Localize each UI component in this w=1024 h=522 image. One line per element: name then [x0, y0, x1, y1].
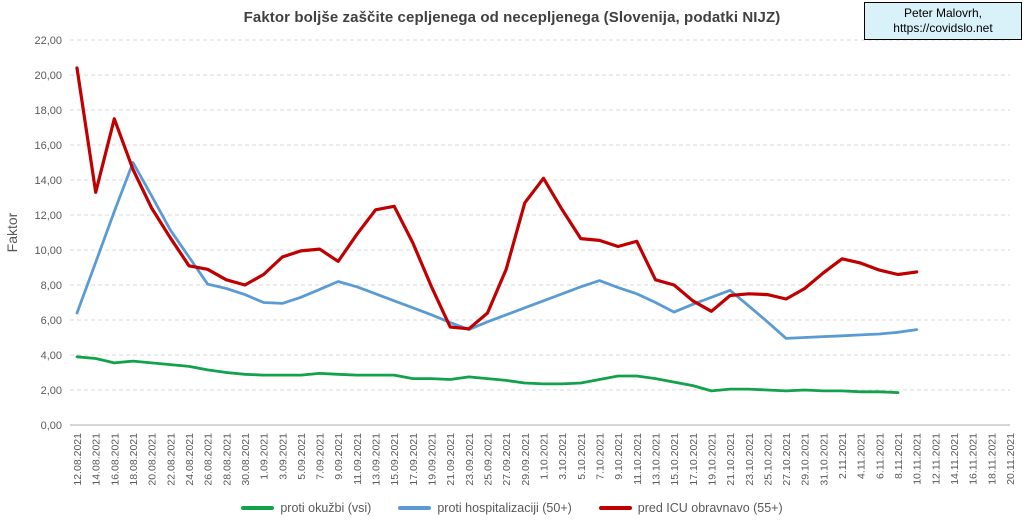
legend-item-proti-okuzbi: proti okužbi (vsi) — [241, 501, 371, 515]
svg-text:9.09.2021: 9.09.2021 — [333, 433, 345, 480]
svg-text:19.09.2021: 19.09.2021 — [427, 433, 439, 486]
svg-text:11.10.2021: 11.10.2021 — [632, 433, 644, 485]
svg-text:2,00: 2,00 — [41, 385, 62, 397]
svg-text:21.10.2021: 21.10.2021 — [725, 433, 737, 486]
svg-text:31.10.2021: 31.10.2021 — [818, 433, 830, 486]
svg-text:22.08.2021: 22.08.2021 — [165, 433, 177, 486]
svg-text:22,00: 22,00 — [34, 35, 62, 47]
svg-text:11.09.2021: 11.09.2021 — [352, 433, 364, 485]
svg-text:23.09.2021: 23.09.2021 — [464, 433, 476, 486]
svg-text:14.11.2021: 14.11.2021 — [949, 433, 961, 485]
svg-text:16.11.2021: 16.11.2021 — [968, 433, 980, 485]
line-chart-plot-area: 0,00 2,00 4,00 6,00 8,00 10,00 12,00 14,00 16,00… — [4, 35, 1017, 486]
svg-text:3.10.2021: 3.10.2021 — [557, 433, 569, 480]
svg-text:20.11.2021: 20.11.2021 — [1005, 433, 1017, 485]
svg-text:12.11.2021: 12.11.2021 — [930, 433, 942, 485]
svg-text:23.10.2021: 23.10.2021 — [744, 433, 756, 486]
svg-text:4.11.2021: 4.11.2021 — [856, 433, 868, 479]
svg-text:0,00: 0,00 — [41, 420, 62, 432]
svg-text:25.10.2021: 25.10.2021 — [762, 433, 774, 486]
svg-text:26.08.2021: 26.08.2021 — [203, 433, 215, 486]
y-axis-tick-labels: 0,00 2,00 4,00 6,00 8,00 10,00 12,00 14,00 16,00… — [34, 35, 62, 432]
chart-title: Faktor boljše zaščite cepljenega od nece… — [243, 9, 781, 26]
svg-text:30.08.2021: 30.08.2021 — [240, 433, 252, 486]
series-line-1 — [75, 161, 919, 340]
svg-text:10,00: 10,00 — [34, 245, 62, 257]
svg-text:17.10.2021: 17.10.2021 — [688, 433, 700, 486]
svg-text:17.09.2021: 17.09.2021 — [408, 433, 420, 486]
svg-text:24.08.2021: 24.08.2021 — [184, 433, 196, 486]
svg-text:16.08.2021: 16.08.2021 — [109, 433, 121, 486]
svg-text:18.08.2021: 18.08.2021 — [128, 433, 140, 486]
legend-label: proti hospitalizaciji (50+) — [437, 501, 572, 515]
svg-text:16,00: 16,00 — [34, 140, 62, 152]
legend: proti okužbi (vsi) proti hospitalizaciji… — [0, 499, 1024, 517]
svg-text:14,00: 14,00 — [34, 175, 62, 187]
svg-text:8,00: 8,00 — [41, 280, 62, 292]
svg-text:4,00: 4,00 — [41, 350, 62, 362]
credit-author: Peter Malovrh, — [903, 6, 983, 20]
svg-text:7.09.2021: 7.09.2021 — [315, 433, 327, 480]
svg-text:18.11.2021: 18.11.2021 — [986, 433, 998, 485]
svg-text:15.10.2021: 15.10.2021 — [669, 433, 681, 486]
svg-text:12,00: 12,00 — [34, 210, 62, 222]
series-line-2 — [75, 66, 919, 331]
x-axis-tick-labels: 12.08.2021 14.08.2021 16.08.2021 18.08.2021… — [72, 433, 1017, 486]
svg-text:1.10.2021: 1.10.2021 — [539, 433, 551, 480]
svg-text:14.08.2021: 14.08.2021 — [91, 433, 103, 486]
svg-text:27.10.2021: 27.10.2021 — [781, 433, 793, 486]
svg-text:6,00: 6,00 — [41, 315, 62, 327]
credit-url: https://covidslo.net — [893, 21, 993, 35]
svg-text:27.09.2021: 27.09.2021 — [501, 433, 513, 486]
series-line-0 — [75, 355, 900, 395]
svg-text:3.09.2021: 3.09.2021 — [277, 433, 289, 480]
svg-text:10.11.2021: 10.11.2021 — [912, 433, 924, 485]
svg-text:2.11.2021: 2.11.2021 — [837, 433, 849, 479]
gridlines — [70, 39, 1010, 426]
svg-text:8.11.2021: 8.11.2021 — [893, 433, 905, 479]
legend-swatch-blue-line-icon — [398, 506, 432, 510]
legend-label: proti okužbi (vsi) — [280, 501, 372, 515]
svg-text:15.09.2021: 15.09.2021 — [389, 433, 401, 486]
svg-text:13.09.2021: 13.09.2021 — [371, 433, 383, 486]
svg-text:13.10.2021: 13.10.2021 — [650, 433, 662, 486]
svg-text:29.09.2021: 29.09.2021 — [520, 433, 532, 486]
svg-text:20.08.2021: 20.08.2021 — [147, 433, 159, 486]
svg-text:7.10.2021: 7.10.2021 — [594, 433, 606, 480]
legend-label: pred ICU obravnavo (55+) — [637, 501, 783, 515]
svg-text:18,00: 18,00 — [34, 105, 62, 117]
legend-swatch-red-line-icon — [598, 506, 632, 510]
y-axis-title: Faktor — [4, 212, 20, 252]
svg-text:20,00: 20,00 — [34, 70, 62, 82]
svg-text:1.09.2021: 1.09.2021 — [259, 433, 271, 480]
credit-box: Peter Malovrh, https://covidslo.net — [864, 2, 1022, 40]
svg-text:9.10.2021: 9.10.2021 — [613, 433, 625, 480]
svg-text:19.10.2021: 19.10.2021 — [706, 433, 718, 486]
svg-text:28.08.2021: 28.08.2021 — [221, 433, 233, 486]
svg-text:29.10.2021: 29.10.2021 — [800, 433, 812, 486]
legend-swatch-green-line-icon — [241, 506, 275, 510]
legend-item-proti-hospitalizaciji: proti hospitalizaciji (50+) — [398, 501, 572, 515]
svg-text:5.09.2021: 5.09.2021 — [296, 433, 308, 480]
svg-text:25.09.2021: 25.09.2021 — [483, 433, 495, 486]
legend-item-pred-icu: pred ICU obravnavo (55+) — [598, 501, 783, 515]
svg-text:6.11.2021: 6.11.2021 — [874, 433, 886, 479]
svg-text:12.08.2021: 12.08.2021 — [72, 433, 84, 486]
svg-text:21.09.2021: 21.09.2021 — [445, 433, 457, 486]
svg-text:5.10.2021: 5.10.2021 — [576, 433, 588, 480]
